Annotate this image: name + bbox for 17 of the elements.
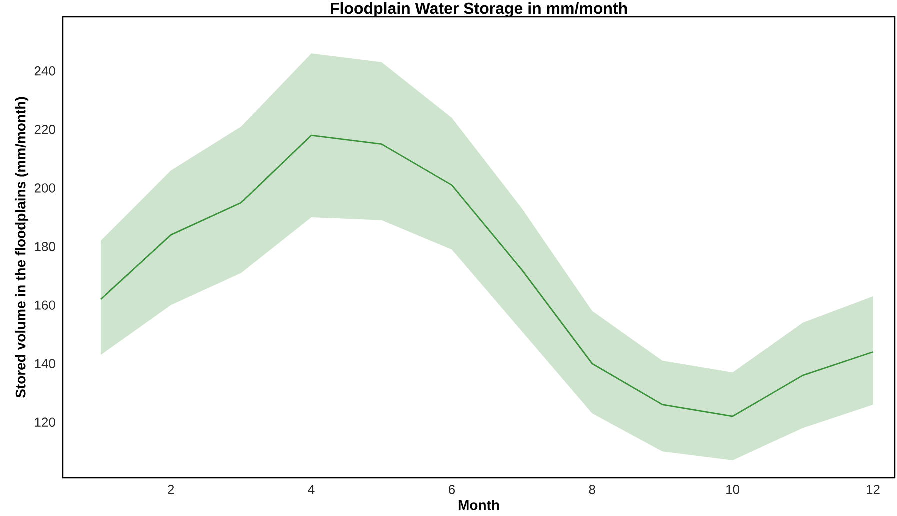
x-tick-label: 6 — [449, 485, 456, 494]
y-tick-label: 240 — [34, 66, 56, 76]
y-tick-label: 140 — [35, 359, 56, 368]
y-axis-title: Stored volume in the floodplains (mm/month) — [15, 97, 29, 398]
y-tick-label: 200 — [34, 184, 56, 193]
y-tick-label: 160 — [35, 300, 56, 310]
line-series — [100, 134, 874, 418]
x-tick-label: 4 — [308, 485, 315, 494]
x-tick-label: 2 — [168, 485, 174, 494]
y-tick-label: 120 — [35, 418, 56, 427]
x-tick-label: 8 — [589, 485, 596, 494]
x-tick-label: 12 — [867, 485, 880, 494]
x-tick-label: 10 — [726, 485, 740, 494]
chart-title: Floodplain Water Storage in mm/month — [331, 2, 628, 18]
y-tick-label: 220 — [34, 125, 56, 134]
x-axis-title: Month — [458, 500, 500, 510]
y-tick-label: 180 — [35, 242, 56, 252]
